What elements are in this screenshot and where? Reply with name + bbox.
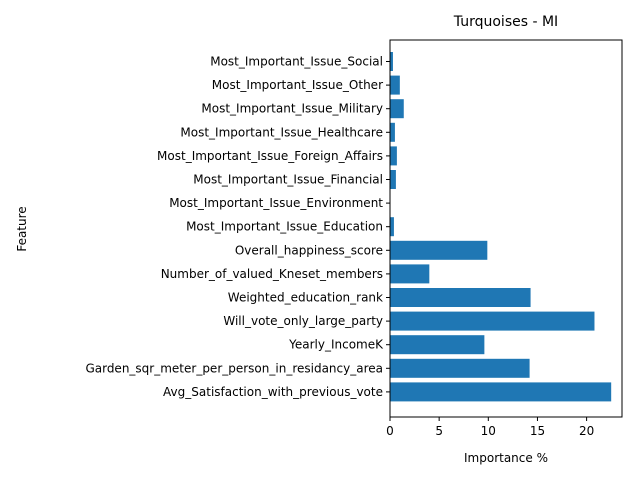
y-tick-label: Most_Important_Issue_Foreign_Affairs — [157, 149, 383, 163]
y-tick-label: Avg_Satisfaction_with_previous_vote — [163, 385, 383, 399]
bar — [390, 240, 488, 260]
y-tick-label: Most_Important_Issue_Education — [186, 220, 383, 234]
y-tick-label: Overall_happiness_score — [235, 243, 383, 257]
y-tick-label: Weighted_education_rank — [228, 291, 383, 305]
bar — [390, 358, 530, 378]
x-tick-label: 10 — [481, 424, 496, 438]
x-axis-label: Importance % — [464, 451, 548, 465]
chart-title: Turquoises - MI — [453, 14, 558, 30]
bar — [390, 264, 430, 284]
y-axis-label: Feature — [15, 206, 29, 251]
bar — [390, 170, 396, 189]
y-tick-label: Most_Important_Issue_Social — [210, 55, 383, 69]
y-tick-label: Most_Important_Issue_Other — [212, 78, 383, 92]
y-tick-label: Garden_sqr_meter_per_person_in_residancy… — [85, 361, 383, 375]
x-tick-label: 5 — [435, 424, 443, 438]
bar — [390, 146, 397, 166]
bar — [390, 122, 395, 142]
y-tick-labels: Most_Important_Issue_Social Most_Importan… — [85, 55, 390, 399]
y-tick-label: Yearly_IncomeK — [288, 338, 384, 352]
y-tick-label: Most_Important_Issue_Financial — [193, 173, 383, 187]
bar — [390, 288, 531, 307]
bar — [390, 52, 393, 71]
x-tick-label: 0 — [386, 424, 394, 438]
y-tick-label: Most_Important_Issue_Healthcare — [180, 125, 383, 139]
bar — [390, 99, 404, 119]
y-tick-label: Number_of_valued_Kneset_members — [161, 267, 383, 281]
y-tick-label: Most_Important_Issue_Environment — [169, 196, 383, 210]
axes-frame — [389, 39, 623, 418]
x-tick-label: 15 — [530, 424, 545, 438]
y-tick-label: Most_Important_Issue_Military — [201, 102, 383, 116]
bar — [390, 382, 612, 402]
bar — [390, 75, 400, 95]
x-tick-labels: 0 5 10 15 20 — [386, 417, 594, 438]
bars-group — [390, 52, 612, 402]
bar — [390, 311, 595, 331]
y-tick-label: Will_vote_only_large_party — [223, 314, 383, 328]
bar — [390, 335, 485, 355]
x-tick-label: 20 — [579, 424, 594, 438]
bar — [390, 217, 394, 237]
